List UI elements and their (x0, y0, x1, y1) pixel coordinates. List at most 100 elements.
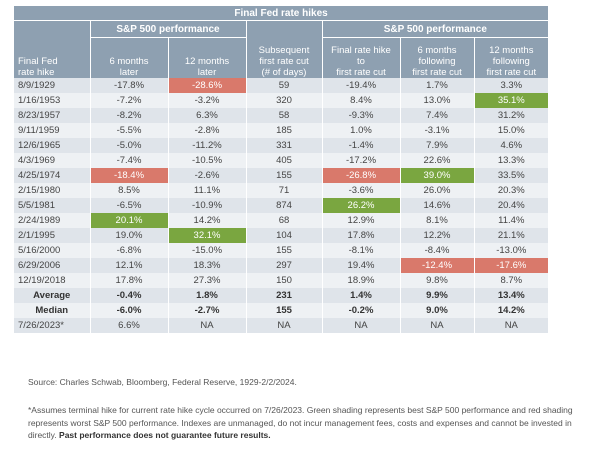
column-header-line: first rate cut (486, 67, 537, 78)
column-header-line: first rate cut (336, 67, 386, 78)
table-cell: 19.4% (321, 258, 400, 273)
table-cell: -2.6% (167, 168, 246, 183)
table-cell: 13.3% (473, 153, 549, 168)
table-cell: 13.0% (399, 93, 474, 108)
column-header: Subsequent first rate cut (# of days) (245, 37, 322, 78)
table-cell: -0.2% (321, 303, 400, 318)
group-header-sp500-before: S&P 500 performance (89, 20, 246, 38)
table-row: 8/23/1957 -8.2% 6.3% 58 -9.3% 7.4% 31.2% (14, 108, 549, 123)
table-cell: -6.8% (89, 243, 168, 258)
table-cell: -6.0% (89, 303, 168, 318)
table-cell: NA (321, 318, 400, 333)
table-cell: 17.8% (89, 273, 168, 288)
table-row: 4/3/1969 -7.4% -10.5% 405 -17.2% 22.6% 13.3% (14, 153, 549, 168)
row-label: 12/19/2018 (14, 273, 90, 288)
table-cell: -5.5% (89, 123, 168, 138)
table-cell: 1.8% (167, 288, 246, 303)
column-header-line: later (119, 67, 139, 78)
table-cell: 11.4% (473, 213, 549, 228)
row-label: 6/29/2006 (14, 258, 90, 273)
column-header: Final rate hike to first rate cut (321, 37, 400, 78)
table-cell: 27.3% (167, 273, 246, 288)
table-cell: -10.9% (167, 198, 246, 213)
fed-rate-hikes-table: Final Fed rate hikes S&P 500 performance… (14, 6, 549, 333)
table-cell: -11.2% (167, 138, 246, 153)
table-cell: 20.3% (473, 183, 549, 198)
table-cell: -1.4% (321, 138, 400, 153)
table-cell: 1.4% (321, 288, 400, 303)
row-label: 2/1/1995 (14, 228, 90, 243)
table-cell: 14.6% (399, 198, 474, 213)
table-cell: 320 (245, 93, 322, 108)
table-cell: 13.4% (473, 288, 549, 303)
table-row: 1/16/1953 -7.2% -3.2% 320 8.4% 13.0% 35.1% (14, 93, 549, 108)
table-cell: 20.1% (89, 213, 168, 228)
table-cell: 405 (245, 153, 322, 168)
table-cell: 26.2% (321, 198, 400, 213)
footnote-disclaimer: Past performance does not guarantee futu… (59, 430, 271, 440)
column-header-line: Subsequent (258, 45, 310, 56)
table-cell: 155 (245, 243, 322, 258)
table-cell: 21.1% (473, 228, 549, 243)
row-label: 9/11/1959 (14, 123, 90, 138)
table-cell: -3.6% (321, 183, 400, 198)
table-cell: 71 (245, 183, 322, 198)
table-cell: -17.8% (89, 78, 168, 93)
column-header-line: 6 months (109, 56, 149, 67)
row-label: 4/25/1974 (14, 168, 90, 183)
table-cell: 7.4% (399, 108, 474, 123)
table-cell: 297 (245, 258, 322, 273)
table-cell: 155 (245, 303, 322, 318)
table-cell: 6.6% (89, 318, 168, 333)
column-header-line: to (357, 56, 365, 67)
row-label: 2/24/1989 (14, 213, 90, 228)
column-header: Final Fed rate hike (14, 37, 90, 78)
table-row: 12/19/2018 17.8% 27.3% 150 18.9% 9.8% 8.7% (14, 273, 549, 288)
table-cell: NA (245, 318, 322, 333)
group-header-empty-mid (245, 20, 322, 38)
table-cell: 20.4% (473, 198, 549, 213)
table-cell: 11.1% (167, 183, 246, 198)
column-header-line: first rate cut (412, 67, 462, 78)
table-cell: 12.2% (399, 228, 474, 243)
table-cell: 12.9% (321, 213, 400, 228)
table-cell: 7.9% (399, 138, 474, 153)
table-cell: 3.3% (473, 78, 549, 93)
column-header-line: rate hike (18, 67, 55, 78)
column-header-line: later (197, 67, 217, 78)
table-row: 2/1/1995 19.0% 32.1% 104 17.8% 12.2% 21.1% (14, 228, 549, 243)
table-cell: -3.1% (399, 123, 474, 138)
column-header-line: following (418, 56, 456, 67)
column-header-line: first rate cut (259, 56, 309, 67)
table-row: 2/15/1980 8.5% 11.1% 71 -3.6% 26.0% 20.3% (14, 183, 549, 198)
table-cell: 18.3% (167, 258, 246, 273)
table-cell: -17.2% (321, 153, 400, 168)
table-row: 5/5/1981 -6.5% -10.9% 874 26.2% 14.6% 20.4% (14, 198, 549, 213)
table-cell: 1.0% (321, 123, 400, 138)
table-cell: 4.6% (473, 138, 549, 153)
table-cell: 19.0% (89, 228, 168, 243)
table-cell: -8.1% (321, 243, 400, 258)
row-label: 7/26/2023* (14, 318, 90, 333)
group-header-sp500-after: S&P 500 performance (321, 20, 549, 38)
table-cell: 6.3% (167, 108, 246, 123)
table-cell: 1.7% (399, 78, 474, 93)
row-label: 2/15/1980 (14, 183, 90, 198)
row-label: 12/6/1965 (14, 138, 90, 153)
table-cell: -10.5% (167, 153, 246, 168)
table-cell: 9.8% (399, 273, 474, 288)
column-header: 12 months later (167, 37, 246, 78)
table-cell: -8.4% (399, 243, 474, 258)
table-cell: -28.6% (167, 78, 246, 93)
table-cell: -19.4% (321, 78, 400, 93)
table-cell: 17.8% (321, 228, 400, 243)
table-cell: -8.2% (89, 108, 168, 123)
table-cell: -15.0% (167, 243, 246, 258)
table-cell: 150 (245, 273, 322, 288)
table-cell: 32.1% (167, 228, 246, 243)
table-cell: NA (399, 318, 474, 333)
row-label: 5/16/2000 (14, 243, 90, 258)
table-cell: 185 (245, 123, 322, 138)
column-header-line: 6 months (417, 45, 457, 56)
